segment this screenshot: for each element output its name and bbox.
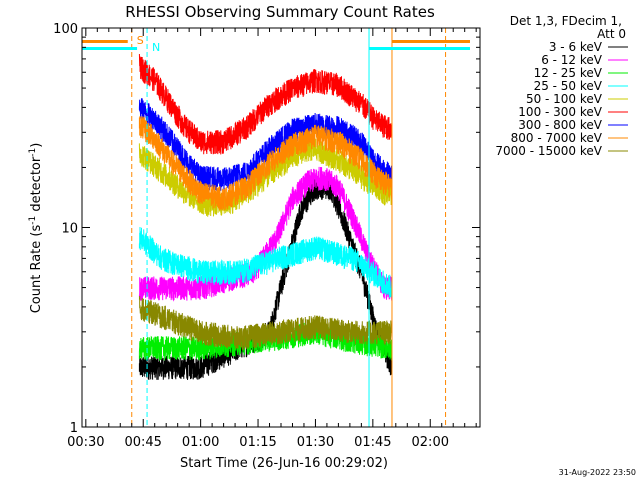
x-tick-label-2: 01:00 <box>182 435 219 450</box>
marker-layer: SN <box>82 28 470 427</box>
series-layer <box>138 53 393 380</box>
legend-label-3: 25 - 50 keV <box>534 79 603 93</box>
footer-date: 31-Aug-2022 23:50 <box>559 468 636 477</box>
x-tick-label-4: 01:30 <box>297 435 334 450</box>
tick-layer: 00:30 00:45 01:00 01:15 01:30 01:45 02:00 1 10 10… <box>53 22 480 450</box>
legend-label-0: 3 - 6 keV <box>549 40 603 54</box>
legend-label-4: 50 - 100 keV <box>526 92 603 106</box>
x-tick-label-3: 01:15 <box>239 435 276 450</box>
y-axis-label: Count Rate (s-1 detector-1) <box>28 143 44 314</box>
x-tick-label-6: 02:00 <box>412 435 449 450</box>
x-tick-label-1: 00:45 <box>124 435 161 450</box>
y-axis-label-sup: -1 <box>28 216 38 225</box>
legend-label-8: 7000 - 15000 keV <box>495 144 602 158</box>
y-tick-label-1: 10 <box>61 222 78 237</box>
legend-label-5: 100 - 300 keV <box>518 105 602 119</box>
legend-label-7: 800 - 7000 keV <box>511 131 603 145</box>
y-axis-label-mid: detector <box>29 156 44 216</box>
marker-n-bar-left <box>82 47 138 50</box>
x-tick-label-0: 00:30 <box>67 435 104 450</box>
marker-s-label: S <box>137 34 144 47</box>
chart-title: RHESSI Observing Summary Count Rates <box>125 3 435 21</box>
marker-s-bar-left <box>82 40 128 43</box>
x-tick-label-5: 01:45 <box>354 435 391 450</box>
legend-label-2: 12 - 25 keV <box>534 66 603 80</box>
series-7-line <box>138 116 393 211</box>
series-6-line <box>138 98 393 192</box>
series-8-line <box>138 296 393 351</box>
x-axis-label: Start Time (26-Jun-16 00:29:02) <box>180 456 388 471</box>
series-5-line <box>138 53 393 155</box>
legend-header-line2: Att 0 <box>597 27 626 41</box>
legend-label-6: 300 - 800 keV <box>518 118 602 132</box>
marker-n-label: N <box>152 41 160 54</box>
y-axis-label-end: ) <box>29 143 44 148</box>
legend-header-line1: Det 1,3, FDecim 1, <box>510 14 622 28</box>
y-axis-label-sup2: -1 <box>28 148 38 157</box>
legend-label-1: 6 - 12 keV <box>541 53 603 67</box>
series-3-line <box>138 226 393 298</box>
marker-s-bar-right <box>391 40 470 43</box>
y-tick-label-0: 1 <box>70 421 78 436</box>
y-axis-label-main: Count Rate (s <box>29 225 44 314</box>
marker-n-bar-right <box>369 47 470 50</box>
y-tick-label-2: 100 <box>53 22 78 37</box>
